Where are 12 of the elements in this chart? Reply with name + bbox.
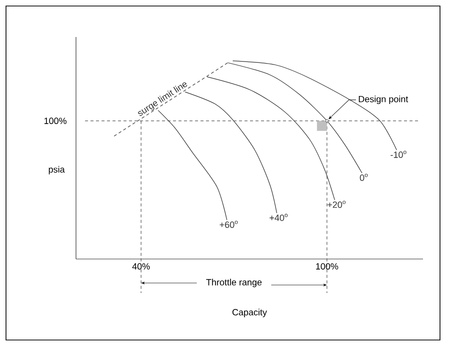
annotation: Design point	[358, 96, 408, 104]
series-label: +40$^{o}$	[270, 214, 288, 221]
x-tick-label: 40%	[132, 263, 150, 270]
series-label: +60$^{o}$	[220, 220, 238, 228]
series-label: -10$^{o}$	[390, 150, 406, 158]
x-axis-title: Capacity	[232, 308, 267, 318]
series-label: +20$^{o}$	[328, 200, 346, 208]
y-axis-title: psia	[48, 166, 65, 174]
text: Throttle range	[206, 278, 262, 288]
text: surge limit line	[138, 82, 188, 116]
text: 100%	[44, 118, 66, 124]
series-label: 0$^{o}$	[360, 174, 368, 181]
